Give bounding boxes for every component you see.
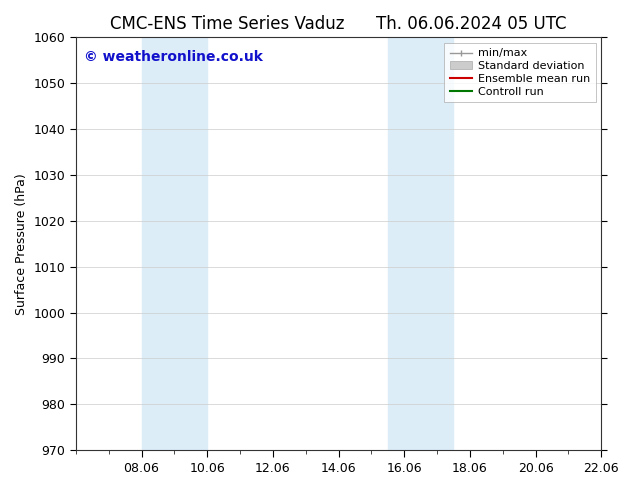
Legend: min/max, Standard deviation, Ensemble mean run, Controll run: min/max, Standard deviation, Ensemble me… xyxy=(444,43,595,102)
Text: © weatheronline.co.uk: © weatheronline.co.uk xyxy=(84,49,262,64)
Y-axis label: Surface Pressure (hPa): Surface Pressure (hPa) xyxy=(15,173,28,315)
Bar xyxy=(388,37,453,450)
Bar xyxy=(141,37,207,450)
Title: CMC-ENS Time Series Vaduz      Th. 06.06.2024 05 UTC: CMC-ENS Time Series Vaduz Th. 06.06.2024… xyxy=(110,15,567,33)
